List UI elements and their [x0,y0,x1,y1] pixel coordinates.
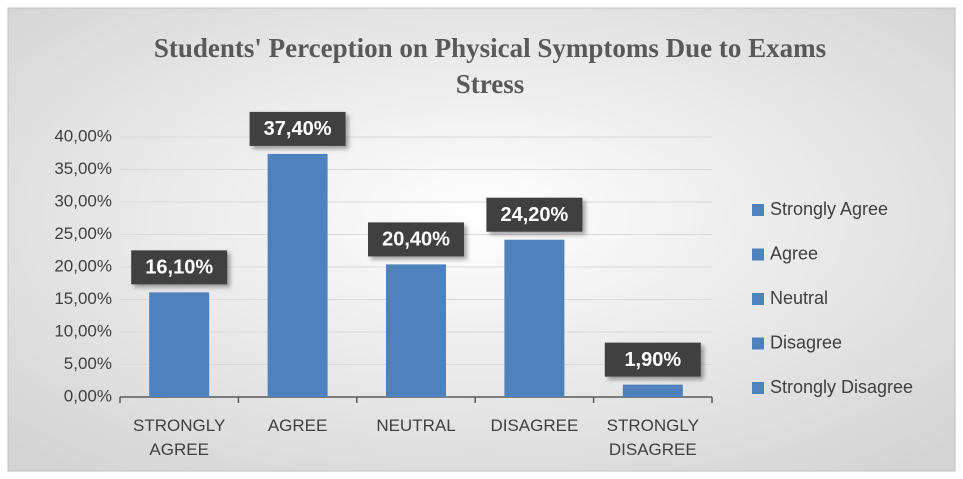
data-label-box [249,111,346,146]
data-label-box [131,250,228,285]
legend-swatch [752,248,764,261]
y-tick-label: 40,00% [54,126,112,145]
legend-label: Strongly Agree [770,199,888,219]
legend-label: Agree [770,243,818,263]
y-tick-label: 35,00% [54,159,112,178]
x-tick-label: STRONGLY AGREE [133,416,226,459]
bar [149,292,210,397]
legend-swatch [752,293,764,305]
y-tick-label: 5,00% [64,354,112,373]
data-label-box [486,197,583,232]
x-tick-label: NEUTRAL [376,416,456,435]
bar [504,239,565,397]
legend-label: Disagree [770,332,842,352]
x-tick-label: DISAGREE [490,416,579,435]
bar [267,153,328,397]
data-label: 1,90% [624,349,681,371]
x-tick-label: STRONGLY DISAGREE [606,416,699,459]
y-tick-label: 0,00% [64,386,112,405]
y-tick-label: 10,00% [54,321,112,340]
data-label: 24,20% [500,204,568,226]
legend-swatch [752,204,764,216]
legend-swatch [752,382,764,394]
y-tick-label: 30,00% [54,191,112,210]
bar [386,264,446,397]
y-tick-label: 20,00% [54,256,112,275]
data-label-box [604,342,701,377]
data-label-box [368,222,464,257]
y-tick-label: 15,00% [54,289,112,308]
x-tick-label: AGREE [267,416,328,435]
bar [622,384,683,397]
legend-swatch [752,337,764,350]
data-label: 16,10% [145,257,213,279]
chart-title: Students' Perception on Physical Symptom… [153,33,827,99]
data-label: 37,40% [264,118,332,140]
data-label: 20,40% [382,229,450,251]
y-tick-label: 25,00% [54,224,112,243]
legend-label: Neutral [770,288,828,308]
legend-label: Strongly Disagree [770,377,913,397]
